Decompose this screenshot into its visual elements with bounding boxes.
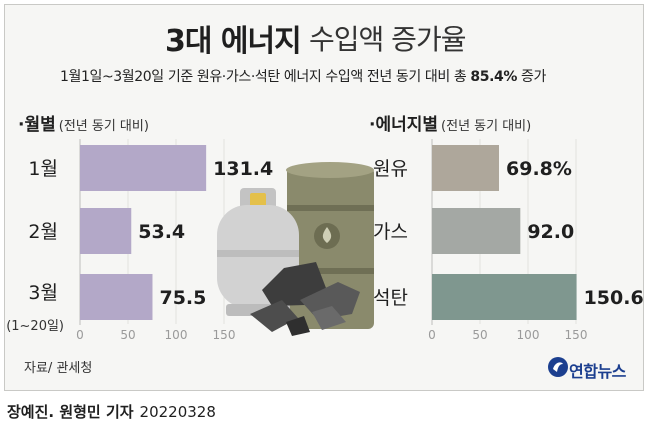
yonhap-logo-icon <box>548 357 568 377</box>
energy-value-label: 92.0 <box>527 221 574 243</box>
energy-subtitle: (전년 동기 대비) <box>441 119 532 134</box>
energy-category-label: 석탄 <box>373 287 408 309</box>
monthly-tick-label: 0 <box>76 328 84 342</box>
energy-category-label: 가스 <box>373 221 408 243</box>
energy-illustration <box>217 162 374 336</box>
monthly-tick-label: 50 <box>120 328 135 342</box>
subtitle-text: 1월1일~3월20일 기준 원유·가스·석탄 에너지 수입액 전년 동기 대비 … <box>60 69 471 85</box>
energy-value-label: 69.8% <box>506 158 572 180</box>
monthly-bar <box>80 208 132 254</box>
monthly-title: 월별 <box>24 115 56 135</box>
subtitle: 1월1일~3월20일 기준 원유·가스·석탄 에너지 수입액 전년 동기 대비 … <box>60 66 546 86</box>
monthly-category-label: 3월 <box>28 282 58 304</box>
energy-bar <box>432 208 521 254</box>
energy-category-label: 원유 <box>373 158 408 180</box>
credit-date: 20220328 <box>139 403 216 421</box>
energy-title: 에너지별 <box>375 115 439 135</box>
energy-bar <box>432 274 577 320</box>
monthly-bar <box>80 145 207 191</box>
monthly-section-heading: ·월별 (전년 동기 대비) <box>18 115 149 135</box>
monthly-subtitle: (전년 동기 대비) <box>58 119 149 134</box>
logo-text: 연합뉴스 <box>569 362 626 381</box>
credit-line: 장예진. 원형민 기자 20220328 <box>7 401 216 422</box>
energy-value-label: 150.6 <box>584 287 644 309</box>
title-main: 3대 에너지 <box>165 24 302 59</box>
energy-tick-label: 150 <box>565 328 588 342</box>
monthly-value-label: 53.4 <box>138 221 185 243</box>
coal-icon <box>250 262 360 336</box>
subtitle-highlight: 85.4% <box>470 69 517 85</box>
monthly-tick-label: 100 <box>165 328 188 342</box>
monthly-category-label: 1월 <box>28 158 58 180</box>
monthly-bar <box>80 274 153 320</box>
energy-tick-label: 100 <box>517 328 540 342</box>
title-rest: 수입액 증가율 <box>309 23 466 56</box>
source-note: 자료/ 관세청 <box>24 361 93 376</box>
energy-section-heading: ·에너지별 (전년 동기 대비) <box>369 115 532 135</box>
credit-names: 장예진. 원형민 기자 <box>7 403 134 421</box>
energy-tick-label: 0 <box>428 328 436 342</box>
energy-bar <box>432 145 500 191</box>
monthly-category-label: 2월 <box>28 221 58 243</box>
monthly-value-label: 131.4 <box>213 158 273 180</box>
subtitle-tail: 증가 <box>517 69 547 85</box>
energy-tick-label: 50 <box>472 328 487 342</box>
monthly-category-note: (1~20일) <box>6 319 64 334</box>
monthly-value-label: 75.5 <box>159 287 206 309</box>
monthly-tick-label: 150 <box>213 328 236 342</box>
